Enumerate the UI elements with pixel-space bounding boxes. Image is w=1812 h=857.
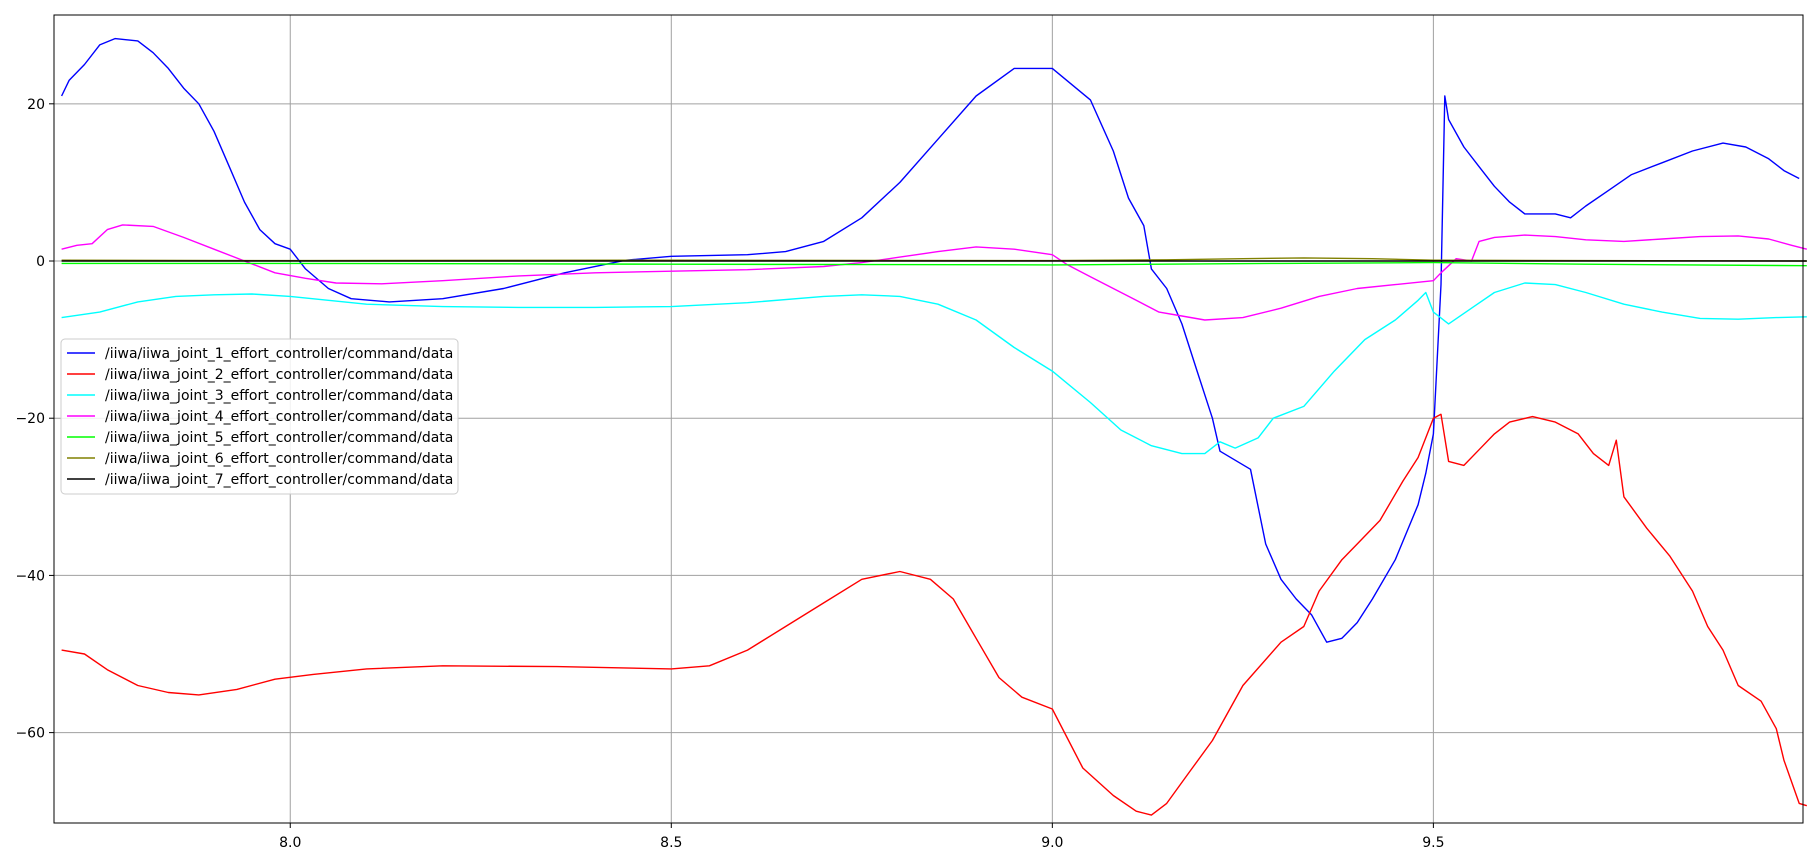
legend-box xyxy=(60,338,459,495)
y-tick-label: −20 xyxy=(15,411,45,427)
x-tick-label: 8.0 xyxy=(279,835,301,851)
series-line-1 xyxy=(60,37,1800,643)
legend-label: /iiwa/iiwa_joint_2_effort_controller/com… xyxy=(105,367,453,383)
x-tick-label: 9.0 xyxy=(1041,835,1063,851)
legend: /iiwa/iiwa_joint_1_effort_controller/com… xyxy=(60,338,459,495)
legend-label: /iiwa/iiwa_joint_3_effort_controller/com… xyxy=(105,388,453,404)
legend-label: /iiwa/iiwa_joint_4_effort_controller/com… xyxy=(105,409,453,425)
legend-label: /iiwa/iiwa_joint_1_effort_controller/com… xyxy=(105,346,453,362)
y-tick-label: 0 xyxy=(36,254,45,270)
axis-ticks: 8.0 8.5 9.0 9.5 −60 −40 −20 0 20 xyxy=(15,97,1444,851)
y-tick-label: 20 xyxy=(27,97,45,113)
y-tick-label: −60 xyxy=(15,726,45,742)
plot-frame xyxy=(53,14,1804,824)
series-line-4 xyxy=(61,224,1807,321)
x-tick-label: 8.5 xyxy=(660,835,682,851)
series-line-3 xyxy=(61,282,1807,455)
x-tick-label: 9.5 xyxy=(1422,835,1444,851)
legend-label: /iiwa/iiwa_joint_6_effort_controller/com… xyxy=(105,451,453,467)
series-layer xyxy=(60,37,1808,816)
y-tick-label: −40 xyxy=(15,568,45,584)
legend-label: /iiwa/iiwa_joint_5_effort_controller/com… xyxy=(105,430,453,446)
series-line-5 xyxy=(61,261,1807,267)
series-line-2 xyxy=(61,413,1808,816)
legend-label: /iiwa/iiwa_joint_7_effort_controller/com… xyxy=(105,472,453,488)
